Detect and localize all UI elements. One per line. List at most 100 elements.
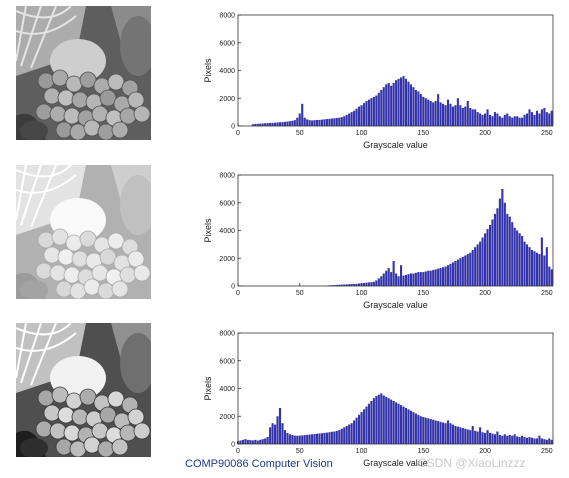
histogram-bar: [511, 117, 514, 126]
histogram-bar: [506, 113, 509, 126]
histogram-bar: [548, 438, 551, 444]
histogram-bar: [404, 274, 408, 286]
histogram-bar: [449, 423, 452, 444]
histogram-bar: [392, 400, 395, 444]
histogram-bar: [479, 113, 482, 126]
histogram-bar: [508, 434, 511, 444]
histogram-bar: [496, 208, 499, 286]
histogram-bar: [328, 118, 331, 126]
histogram-bar: [496, 431, 499, 444]
histogram-bar: [283, 430, 286, 444]
histogram-bar: [444, 423, 447, 444]
histogram-bar: [471, 109, 474, 126]
histogram-bar: [266, 437, 269, 444]
histogram-bar: [377, 92, 380, 126]
histogram-bar: [249, 440, 252, 444]
histogram-bar: [358, 414, 361, 444]
histogram-bar: [377, 394, 380, 444]
histogram-bar: [454, 425, 457, 444]
histogram-bar: [400, 77, 403, 126]
histogram-bar: [540, 438, 543, 444]
histogram-bar: [412, 273, 415, 286]
histogram-bar: [387, 398, 390, 444]
histogram-bar: [476, 244, 479, 286]
histogram-bar: [530, 437, 534, 444]
y-tick-label: 0: [231, 124, 235, 131]
histogram-bar: [424, 271, 427, 286]
histogram-bar: [432, 270, 435, 286]
histogram-bar: [528, 437, 531, 444]
histogram-bar: [370, 98, 373, 126]
histogram-bar: [419, 272, 422, 286]
histogram-bar: [387, 82, 390, 126]
y-tick-label: 4000: [219, 68, 235, 75]
histogram-bars: [251, 76, 553, 126]
histogram-bar: [303, 435, 306, 444]
histogram-bar: [486, 430, 489, 444]
histogram-bar: [335, 117, 338, 126]
histogram-bar: [338, 430, 341, 444]
histogram-bar: [540, 109, 543, 126]
histogram-bar: [533, 251, 536, 286]
histogram-bar: [486, 109, 489, 126]
x-tick-label: 0: [236, 290, 240, 297]
histogram-bar: [254, 439, 257, 444]
x-tick-label: 50: [296, 290, 304, 297]
histogram-bar: [518, 233, 521, 286]
histogram-bar: [493, 112, 496, 126]
histogram-bar: [343, 284, 346, 286]
y-tick-label: 0: [231, 284, 235, 291]
histogram-bar: [311, 434, 314, 444]
histogram-bar: [422, 96, 425, 126]
histogram-bar: [313, 434, 316, 444]
histogram-bar: [288, 121, 291, 126]
y-tick-label: 4000: [219, 228, 235, 235]
histogram-bar: [409, 273, 412, 286]
histogram-bar: [469, 252, 472, 286]
histogram-bar: [382, 273, 385, 286]
histogram-bar: [526, 437, 529, 444]
histogram-bar: [350, 284, 353, 286]
histogram-bar: [392, 82, 395, 126]
histogram-bar: [298, 435, 301, 444]
histogram-bar: [338, 117, 341, 126]
histogram-bar: [484, 432, 487, 444]
histogram-bar: [538, 435, 541, 444]
histogram-bar: [471, 249, 474, 286]
histogram-bar: [345, 114, 348, 126]
histogram-bar: [404, 78, 408, 126]
histogram-bar: [400, 265, 403, 286]
histogram-bar: [335, 430, 338, 444]
histogram-bar: [422, 272, 425, 286]
histogram-bar: [442, 103, 445, 126]
histogram-bar: [365, 282, 368, 286]
histogram-bar: [523, 241, 526, 286]
histogram-bar: [409, 84, 412, 126]
histogram-bar: [493, 434, 496, 444]
histogram-bar: [340, 117, 343, 126]
histogram-bar: [407, 274, 410, 286]
histogram-bar: [506, 213, 509, 286]
histogram-bar: [503, 114, 506, 126]
histogram-bar: [333, 431, 336, 444]
histogram-bar: [466, 429, 469, 444]
histogram-bar: [432, 102, 435, 126]
histogram-bar: [283, 121, 286, 126]
histogram-bar: [311, 120, 314, 126]
y-axis-label: Pixels: [203, 218, 213, 243]
histogram-bar: [449, 103, 452, 126]
histogram-bar: [276, 416, 279, 444]
histogram-bar: [434, 420, 437, 444]
histogram-bar: [320, 119, 324, 126]
histogram-bar: [429, 419, 432, 444]
histogram-bar: [523, 114, 526, 126]
x-tick-label: 0: [236, 130, 240, 137]
histogram-bar: [538, 254, 541, 286]
histogram-bar: [392, 261, 395, 286]
histogram-bar: [296, 435, 299, 444]
histogram-bar: [540, 237, 543, 286]
histogram-bar: [543, 107, 546, 126]
y-axis-label: Pixels: [203, 58, 213, 83]
histogram-bar: [241, 439, 244, 444]
histogram-bar: [508, 116, 511, 126]
